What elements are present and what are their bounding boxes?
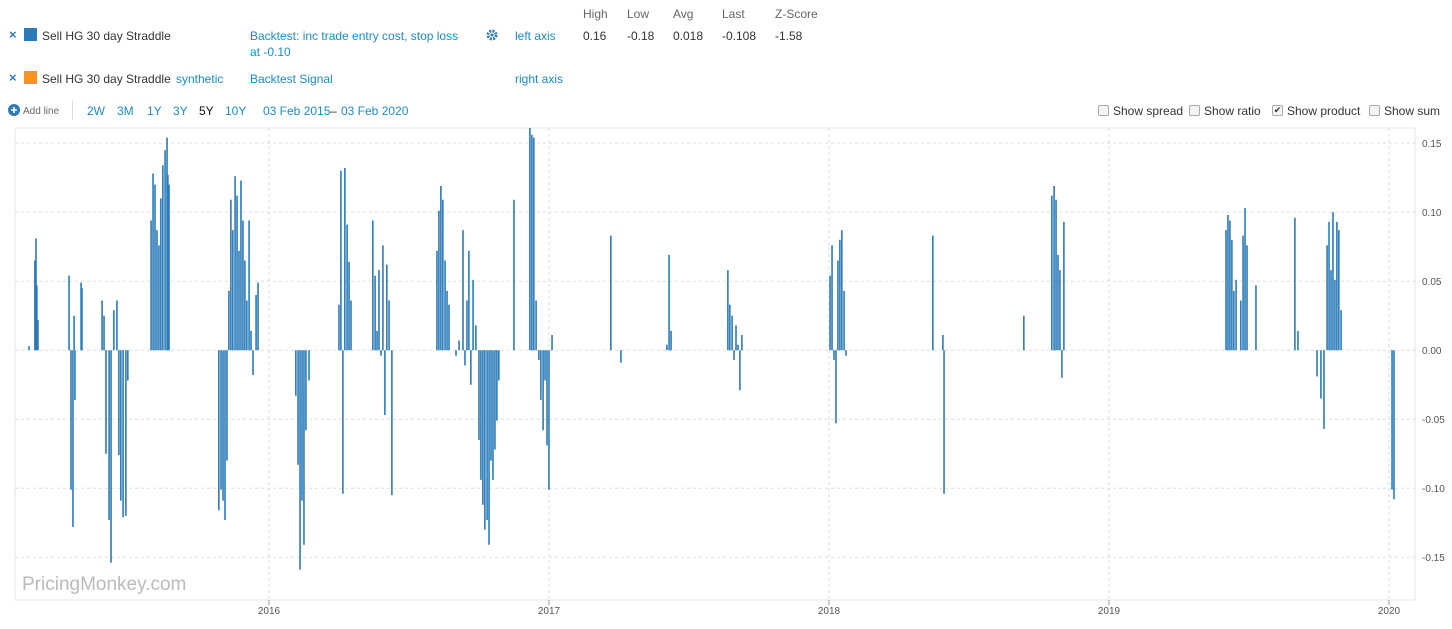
y-tick-label: 0.10	[1422, 208, 1442, 219]
stat-value: 0.16	[583, 29, 607, 43]
range-button[interactable]: 3Y	[173, 104, 188, 118]
plot-frame	[14, 127, 1416, 601]
x-tick-label: 2016	[258, 606, 281, 617]
y-tick-label: 0.05	[1422, 277, 1442, 288]
watermark: PricingMonkey.com	[22, 574, 187, 595]
axis-selector[interactable]: right axis	[515, 72, 564, 86]
range-button[interactable]: 1Y	[147, 104, 162, 118]
line-description[interactable]: Backtest: inc trade entry cost, stop los…	[250, 29, 459, 59]
range-button[interactable]: 3M	[117, 104, 134, 118]
stat-value: -0.18	[627, 29, 655, 43]
stat-header: Low	[627, 7, 650, 21]
x-tick-label: 2019	[1098, 606, 1121, 617]
stat-value: -0.108	[722, 29, 757, 43]
checkbox[interactable]	[1098, 105, 1109, 116]
remove-line[interactable]: ×	[9, 70, 17, 85]
checkbox[interactable]	[1189, 105, 1200, 116]
line-name[interactable]: Sell HG 30 day Straddle	[42, 72, 171, 86]
stat-value: 0.018	[673, 29, 704, 43]
line-kind[interactable]: synthetic	[176, 72, 224, 86]
y-tick-label: -0.05	[1422, 415, 1445, 426]
separator	[72, 101, 73, 120]
add-icon[interactable]	[8, 104, 20, 116]
y-tick-label: -0.10	[1422, 484, 1445, 495]
remove-line[interactable]: ×	[9, 27, 17, 42]
y-tick-label: -0.15	[1422, 553, 1445, 564]
axis-selector[interactable]: left axis	[515, 29, 556, 43]
line-name[interactable]: Sell HG 30 day Straddle	[42, 29, 171, 43]
stat-header: Last	[722, 7, 745, 21]
stat-header: High	[583, 7, 608, 21]
checkbox[interactable]	[1369, 105, 1380, 116]
y-tick-label: 0.15	[1422, 139, 1442, 150]
checkbox[interactable]: ✔	[1272, 105, 1283, 116]
date-separator: –	[330, 104, 337, 118]
x-tick-label: 2020	[1378, 606, 1401, 617]
legend-swatch	[24, 28, 37, 41]
checkbox-label[interactable]: Show spread	[1113, 104, 1184, 118]
settings-icon[interactable]	[486, 29, 498, 41]
x-tick-label: 2018	[818, 606, 841, 617]
checkbox-label[interactable]: Show product	[1287, 104, 1361, 118]
y-tick-label: 0.00	[1422, 346, 1442, 357]
range-button[interactable]: 2W	[87, 104, 105, 118]
legend-swatch	[24, 71, 37, 84]
checkbox-label[interactable]: Show sum	[1384, 104, 1441, 118]
add-line[interactable]: Add line	[23, 106, 60, 117]
range-button[interactable]: 10Y	[225, 104, 247, 118]
end-date[interactable]: 03 Feb 2020	[341, 104, 409, 118]
checkbox-label[interactable]: Show ratio	[1204, 104, 1261, 118]
start-date[interactable]: 03 Feb 2015	[263, 104, 331, 118]
stat-header: Z-Score	[775, 7, 818, 21]
stat-header: Avg	[673, 7, 694, 21]
stat-value: -1.58	[775, 29, 803, 43]
line-description[interactable]: Backtest Signal	[250, 72, 333, 86]
x-tick-label: 2017	[538, 606, 561, 617]
range-button[interactable]: 5Y	[199, 104, 214, 118]
